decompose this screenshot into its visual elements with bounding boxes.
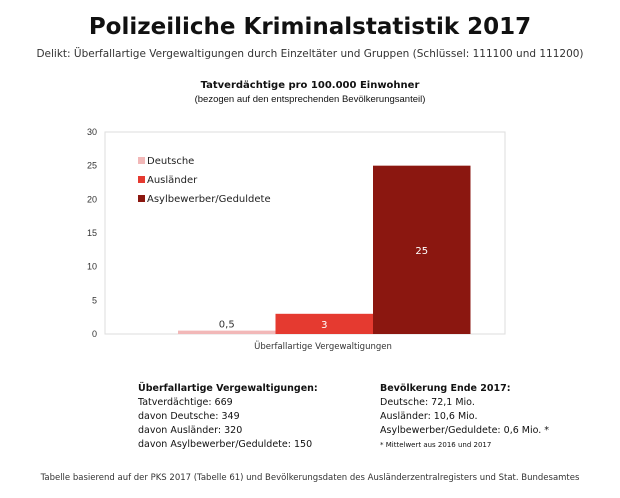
population-block: Bevölkerung Ende 2017: Deutsche: 72,1 Mi… [380,382,549,452]
y-tick-label: 30 [87,127,97,137]
data-label: 3 [321,320,327,331]
page-title: Polizeiliche Kriminalstatistik 2017 [88,14,532,40]
population-heading: Bevölkerung Ende 2017: [380,383,511,394]
page-subtitle: Delikt: Überfallartige Vergewaltigungen … [36,48,584,60]
bar-chart: 0 5 10 15 20 25 30 0,5 3 25 Überfallartige Vergewa… [87,127,506,352]
suspects-block: Überfallartige Vergewaltigungen: Tatverd… [138,382,318,452]
bar-asylbewerber-geduldete [373,165,471,334]
suspects-line: davon Ausländer: 320 [138,425,243,436]
y-tick-label: 15 [87,228,97,238]
suspects-line: davon Deutsche: 349 [138,411,240,422]
y-tick-label: 20 [87,194,97,204]
bar-ausl-nder [275,313,373,334]
legend-label: Asylbewerber/Geduldete [147,194,271,205]
legend-swatch [138,195,145,202]
chart-subtitle: (bezogen auf den entsprechenden Bevölker… [194,94,426,105]
data-label: 25 [415,246,428,257]
y-tick-label: 25 [87,161,97,171]
x-category-label: Überfallartige Vergewaltigungen [254,341,392,352]
legend-label: Deutsche [147,156,194,167]
population-line: Deutsche: 72,1 Mio. [380,397,475,408]
population-line: Asylbewerber/Geduldete: 0,6 Mio. * [380,425,550,436]
y-tick-label: 0 [92,329,97,339]
y-tick-label: 10 [87,262,97,272]
data-label: 0,5 [219,320,235,331]
legend-swatch [138,176,145,183]
bar-deutsche [178,330,276,334]
population-line: Ausländer: 10,6 Mio. [380,411,478,422]
suspects-line: davon Asylbewerber/Geduldete: 150 [138,439,313,450]
suspects-line: Tatverdächtige: 669 [138,397,233,408]
legend-swatch [138,157,145,164]
chart-title: Tatverdächtige pro 100.000 Einwohner [200,80,420,91]
source-footer: Tabelle basierend auf der PKS 2017 (Tabe… [40,473,580,483]
y-tick-label: 5 [92,295,97,305]
population-note: * Mittelwert aus 2016 und 2017 [380,441,492,449]
legend-label: Ausländer [147,175,198,186]
suspects-heading: Überfallartige Vergewaltigungen: [138,383,318,394]
